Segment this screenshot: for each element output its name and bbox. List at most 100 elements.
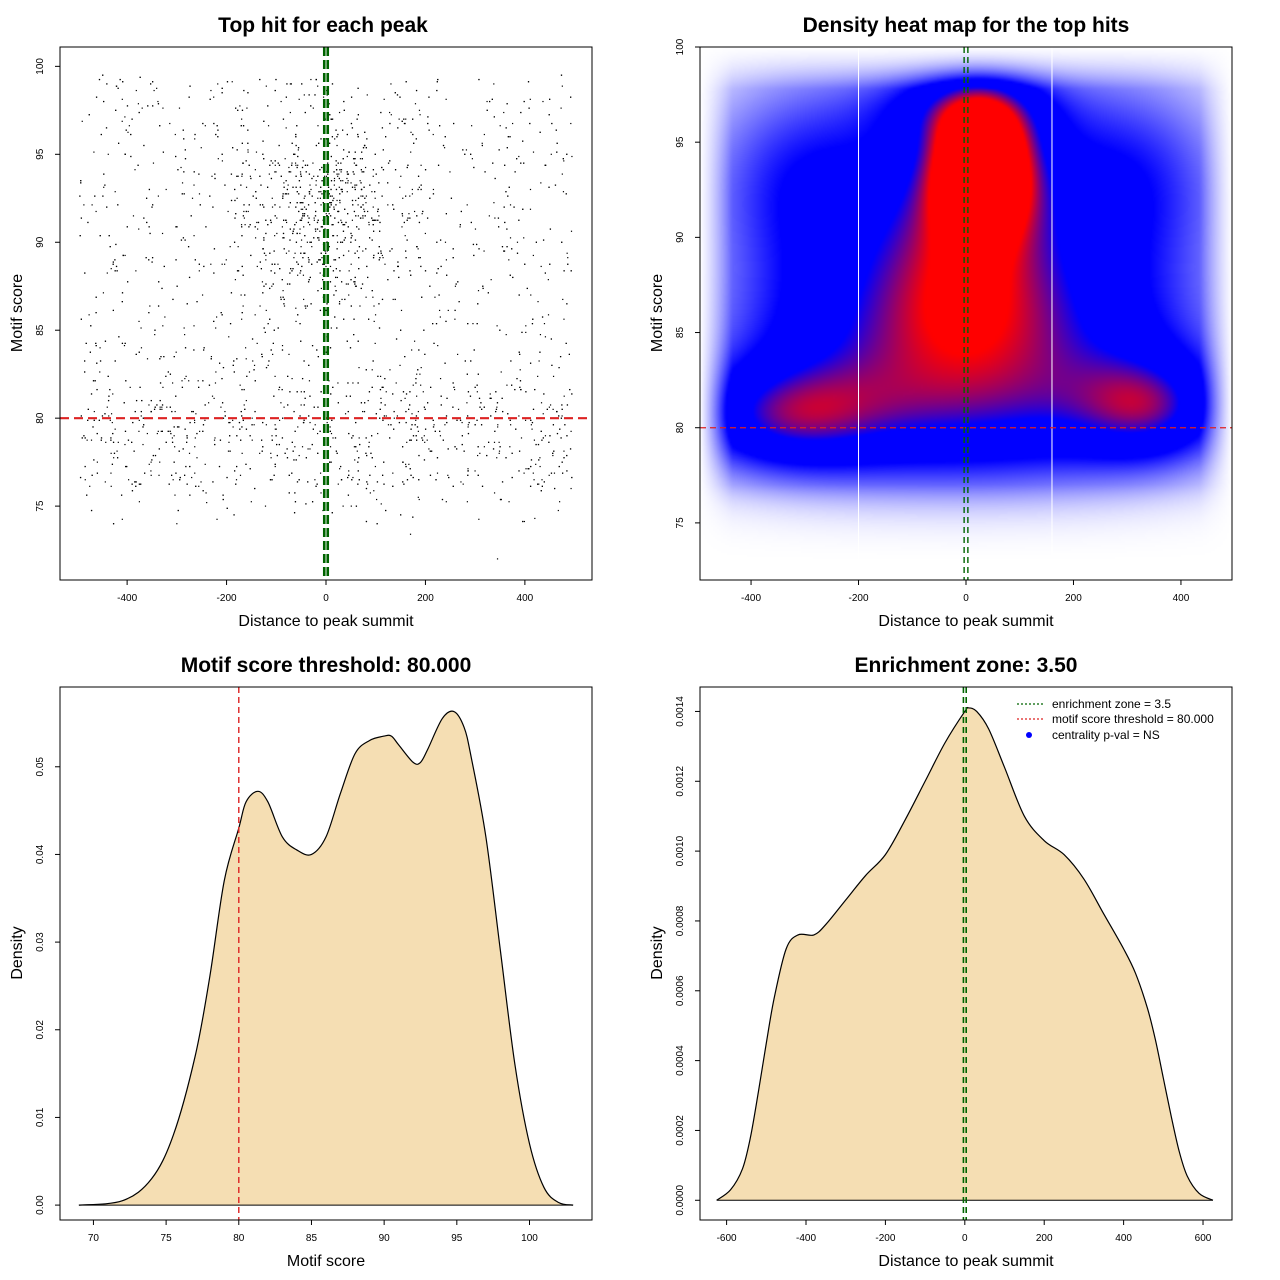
scatter-point bbox=[295, 133, 297, 136]
scatter-point bbox=[193, 235, 195, 237]
scatter-point bbox=[496, 402, 499, 404]
scatter-point bbox=[307, 221, 310, 224]
scatter-point bbox=[233, 514, 235, 516]
scatter-point bbox=[377, 210, 379, 213]
scatter-point bbox=[194, 437, 196, 439]
scatter-point bbox=[406, 441, 408, 443]
scatter-point bbox=[295, 164, 297, 166]
scatter-point bbox=[124, 430, 127, 432]
scatter-point bbox=[495, 410, 497, 413]
scatter-point bbox=[527, 468, 529, 470]
scatter-point bbox=[165, 188, 167, 191]
scatter-point bbox=[550, 338, 553, 340]
scatter-point bbox=[294, 501, 297, 503]
scatter-point bbox=[127, 439, 130, 441]
scatter-point bbox=[505, 334, 507, 336]
scatter-point bbox=[268, 360, 270, 362]
scatter-point bbox=[196, 457, 198, 459]
scatter-point bbox=[365, 452, 367, 454]
scatter-point bbox=[466, 501, 468, 503]
scatter-point bbox=[470, 153, 472, 155]
scatter-point bbox=[88, 114, 90, 116]
scatter-point bbox=[301, 446, 304, 448]
scatter-point bbox=[411, 349, 413, 351]
scatter-point bbox=[340, 188, 342, 191]
scatter-point bbox=[516, 252, 519, 254]
scatter-point bbox=[424, 408, 426, 410]
scatter-point bbox=[563, 395, 565, 397]
scatter-point bbox=[106, 206, 108, 208]
scatter-point bbox=[461, 443, 463, 446]
scatter-point bbox=[243, 404, 245, 406]
scatter-point bbox=[267, 323, 269, 325]
scatter-point bbox=[320, 226, 322, 228]
scatter-point bbox=[278, 164, 281, 166]
scatter-point bbox=[567, 263, 569, 265]
scatter-point bbox=[510, 424, 512, 426]
scatter-point bbox=[454, 318, 456, 320]
scatter-point bbox=[409, 217, 411, 219]
scatter-point bbox=[271, 206, 274, 208]
scatter-point bbox=[405, 421, 407, 424]
scatter-point bbox=[334, 316, 336, 318]
scatter-point bbox=[312, 162, 314, 164]
scatter-point bbox=[190, 215, 192, 217]
scatter-point bbox=[445, 213, 448, 215]
scatter-point bbox=[381, 474, 384, 476]
scatter-point bbox=[157, 430, 159, 432]
scatter-point bbox=[384, 377, 386, 380]
scatter-point bbox=[198, 270, 200, 272]
scatter-point bbox=[298, 479, 300, 481]
scatter-point bbox=[489, 393, 491, 395]
scatter-point bbox=[363, 171, 365, 173]
scatter-point bbox=[297, 426, 299, 428]
scatter-point bbox=[539, 351, 541, 353]
scatter-point bbox=[433, 342, 435, 345]
scatter-point bbox=[244, 347, 247, 349]
scatter-point bbox=[283, 303, 285, 305]
scatter-point bbox=[154, 406, 156, 408]
scatter-point bbox=[289, 391, 291, 393]
scatter-point bbox=[373, 219, 376, 221]
scatter-point bbox=[532, 254, 534, 257]
scatter-point bbox=[415, 415, 418, 417]
scatter-point bbox=[340, 169, 343, 171]
scatter-point bbox=[351, 479, 353, 481]
scatter-point bbox=[531, 323, 534, 325]
scatter-point bbox=[432, 188, 435, 191]
scatter-point bbox=[483, 446, 485, 448]
scatter-point bbox=[274, 89, 276, 92]
scatter-point bbox=[378, 215, 380, 217]
scatter-panel: Top hit for each peak -400 -200 0 200 400 75… bbox=[9, 14, 593, 630]
scatter-point bbox=[297, 155, 299, 158]
scatter-point bbox=[518, 219, 520, 221]
scatter-point bbox=[365, 202, 367, 204]
scatter-point bbox=[474, 228, 477, 230]
scatter-point bbox=[110, 485, 112, 487]
scatter-y-tick-label: 85 bbox=[35, 324, 46, 336]
scatter-point bbox=[104, 413, 106, 415]
scatter-point bbox=[84, 360, 86, 362]
scatter-point bbox=[191, 410, 193, 413]
scatter-point bbox=[236, 435, 238, 437]
scatter-point bbox=[235, 479, 238, 481]
scatter-point bbox=[311, 263, 313, 265]
scatter-point bbox=[471, 158, 473, 160]
scatter-point bbox=[489, 397, 491, 399]
scatter-point bbox=[549, 98, 551, 100]
scatter-point bbox=[232, 426, 234, 428]
scatter-point bbox=[180, 166, 182, 169]
scatter-point bbox=[282, 296, 284, 298]
scatter-point bbox=[221, 87, 223, 89]
scatter-point bbox=[107, 375, 109, 377]
scatter-point bbox=[333, 294, 335, 296]
scatter-point bbox=[347, 180, 349, 182]
distance-y-tick-label: 0.0014 bbox=[675, 696, 686, 727]
scatter-point bbox=[338, 257, 340, 259]
scatter-point bbox=[183, 193, 185, 195]
heatmap-y-tick-label: 100 bbox=[675, 38, 686, 55]
scatter-point bbox=[193, 325, 195, 327]
scatter-point bbox=[492, 162, 494, 164]
scatter-point bbox=[467, 432, 470, 435]
scatter-point bbox=[346, 155, 348, 158]
